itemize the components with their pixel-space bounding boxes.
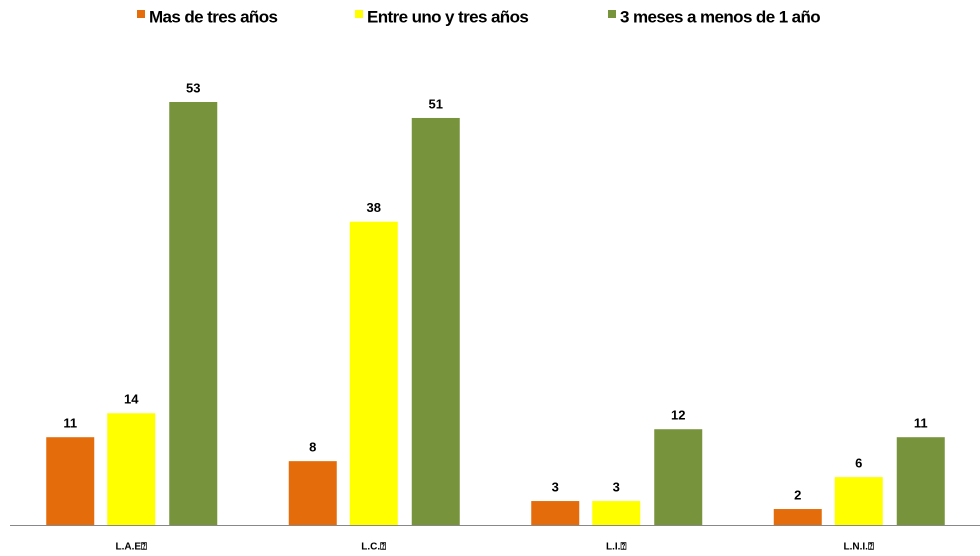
x-tick-label: L.C.⍰ <box>361 541 386 553</box>
value-label: 11 <box>914 416 928 431</box>
bar <box>773 509 822 525</box>
value-label: 8 <box>309 440 316 455</box>
legend-label: 3 meses a menos de 1 año <box>620 7 820 26</box>
value-label: 11 <box>63 416 77 431</box>
value-label: 38 <box>367 200 381 215</box>
bar <box>834 477 883 525</box>
value-label: 12 <box>671 408 685 423</box>
legend-label: Mas de tres años <box>149 7 277 26</box>
bar <box>896 437 945 525</box>
value-label: 53 <box>186 80 200 95</box>
value-label: 51 <box>429 96 443 111</box>
bar <box>592 501 641 525</box>
bar <box>169 102 218 525</box>
legend-swatch <box>608 10 616 18</box>
legend-swatch <box>137 10 145 18</box>
bar <box>288 461 337 525</box>
value-label: 6 <box>855 456 862 471</box>
bar <box>46 437 95 525</box>
bar <box>107 413 156 525</box>
bar <box>531 501 580 525</box>
legend-swatch <box>355 10 363 18</box>
x-tick-label: L.N.I.⍰ <box>844 541 874 553</box>
bar <box>411 117 460 525</box>
value-label: 2 <box>794 487 801 502</box>
legend-label: Entre uno y tres años <box>367 7 528 26</box>
x-tick-label: L.I.⍰ <box>606 541 626 553</box>
bar <box>654 429 703 525</box>
bar <box>349 221 398 525</box>
value-label: 3 <box>613 479 620 494</box>
value-label: 14 <box>124 392 139 407</box>
value-label: 3 <box>552 479 559 494</box>
x-tick-label: L.A.E⍰ <box>115 541 147 553</box>
